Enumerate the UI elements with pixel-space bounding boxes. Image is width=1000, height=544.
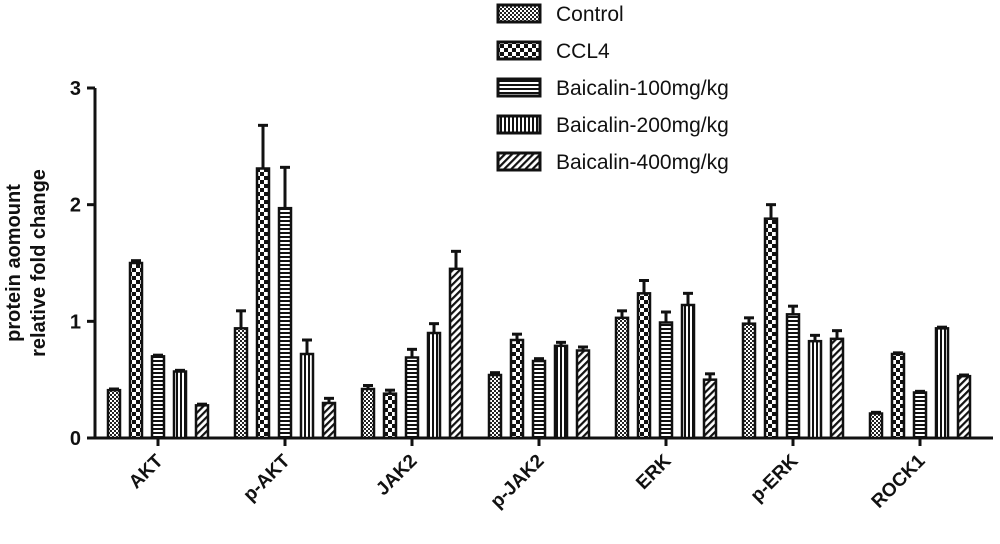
legend-swatch xyxy=(496,77,542,98)
legend-label: Baicalin-200mg/kg xyxy=(556,114,729,137)
bar-jak2-series-4 xyxy=(426,331,442,440)
bar-p-erk-series-2 xyxy=(763,217,779,440)
legend-label: Baicalin-100mg/kg xyxy=(556,77,729,100)
bar-akt-series-5 xyxy=(194,404,210,440)
bar-rock1-series-4 xyxy=(934,327,950,440)
bar-jak2-series-3 xyxy=(404,356,420,440)
bar-rock1-series-2 xyxy=(890,352,906,440)
bar-p-erk-series-3 xyxy=(785,313,801,440)
bar-akt-series-3 xyxy=(150,355,166,440)
bar-p-akt-series-1 xyxy=(233,327,249,440)
category-labels: AKT p-AKT JAK2 p-JAK2 ERK p-ERK ROCK1 xyxy=(125,450,930,512)
bar-akt-series-4 xyxy=(172,370,188,440)
bar-erk-series-5 xyxy=(702,378,718,440)
legend-swatch xyxy=(496,114,542,135)
bar-erk-series-2 xyxy=(636,292,652,440)
y-axis-label-line-1: protein aomount xyxy=(3,184,25,342)
bar-rock1-series-3 xyxy=(912,391,928,440)
legend-swatch xyxy=(496,3,542,24)
y-tick-label: 0 xyxy=(70,428,81,450)
y-ticks: 0 1 2 3 xyxy=(70,78,95,450)
y-tick-label: 3 xyxy=(70,78,81,100)
legend-label: CCL4 xyxy=(556,40,610,63)
bar-jak2-series-2 xyxy=(382,392,398,440)
bar-p-erk-series-1 xyxy=(741,322,757,440)
legend-label: Baicalin-400mg/kg xyxy=(556,151,729,174)
y-axis-label: protein aomount relative fold change xyxy=(3,169,50,357)
category-label: p-JAK2 xyxy=(487,451,549,513)
bar-jak2-series-1 xyxy=(360,387,376,440)
bar-p-jak2-series-5 xyxy=(575,349,591,440)
bar-jak2-series-5 xyxy=(448,267,464,440)
bar-p-akt-series-2 xyxy=(255,167,271,440)
category-label: JAK2 xyxy=(372,451,421,500)
legend: Control CCL4 Baicalin-100mg/kg Baicalin-200… xyxy=(496,3,729,174)
bar-rock1-series-1 xyxy=(868,412,884,440)
bar-p-jak2-series-1 xyxy=(487,373,503,440)
legend-swatch xyxy=(496,40,542,61)
bar-akt-series-1 xyxy=(106,388,122,440)
category-label: AKT xyxy=(125,450,168,493)
legend-swatch xyxy=(496,151,542,172)
y-tick-label: 2 xyxy=(70,195,81,217)
bar-erk-series-4 xyxy=(680,303,696,440)
bar-rock1-series-5 xyxy=(956,374,972,440)
bar-p-akt-series-5 xyxy=(321,401,337,440)
bar-p-erk-series-4 xyxy=(807,339,823,440)
category-label: p-ERK xyxy=(747,450,803,506)
legend-label: Control xyxy=(556,3,624,26)
category-label: p-AKT xyxy=(239,450,294,505)
category-label: ROCK1 xyxy=(868,450,930,512)
bar-p-akt-series-4 xyxy=(299,352,315,440)
y-tick-label: 1 xyxy=(70,311,81,333)
category-label: ERK xyxy=(632,450,675,493)
bar-erk-series-1 xyxy=(614,316,630,440)
bar-p-erk-series-5 xyxy=(829,337,845,440)
bar-p-jak2-series-4 xyxy=(553,344,569,440)
x-ticks xyxy=(156,438,922,446)
bar-p-akt-series-3 xyxy=(277,206,293,440)
bar-p-jak2-series-2 xyxy=(509,338,525,440)
y-axis-label-line-2: relative fold change xyxy=(28,169,50,357)
bar-akt-series-2 xyxy=(128,261,144,440)
bar-erk-series-3 xyxy=(658,321,674,440)
bars xyxy=(106,123,972,440)
bar-p-jak2-series-3 xyxy=(531,359,547,440)
